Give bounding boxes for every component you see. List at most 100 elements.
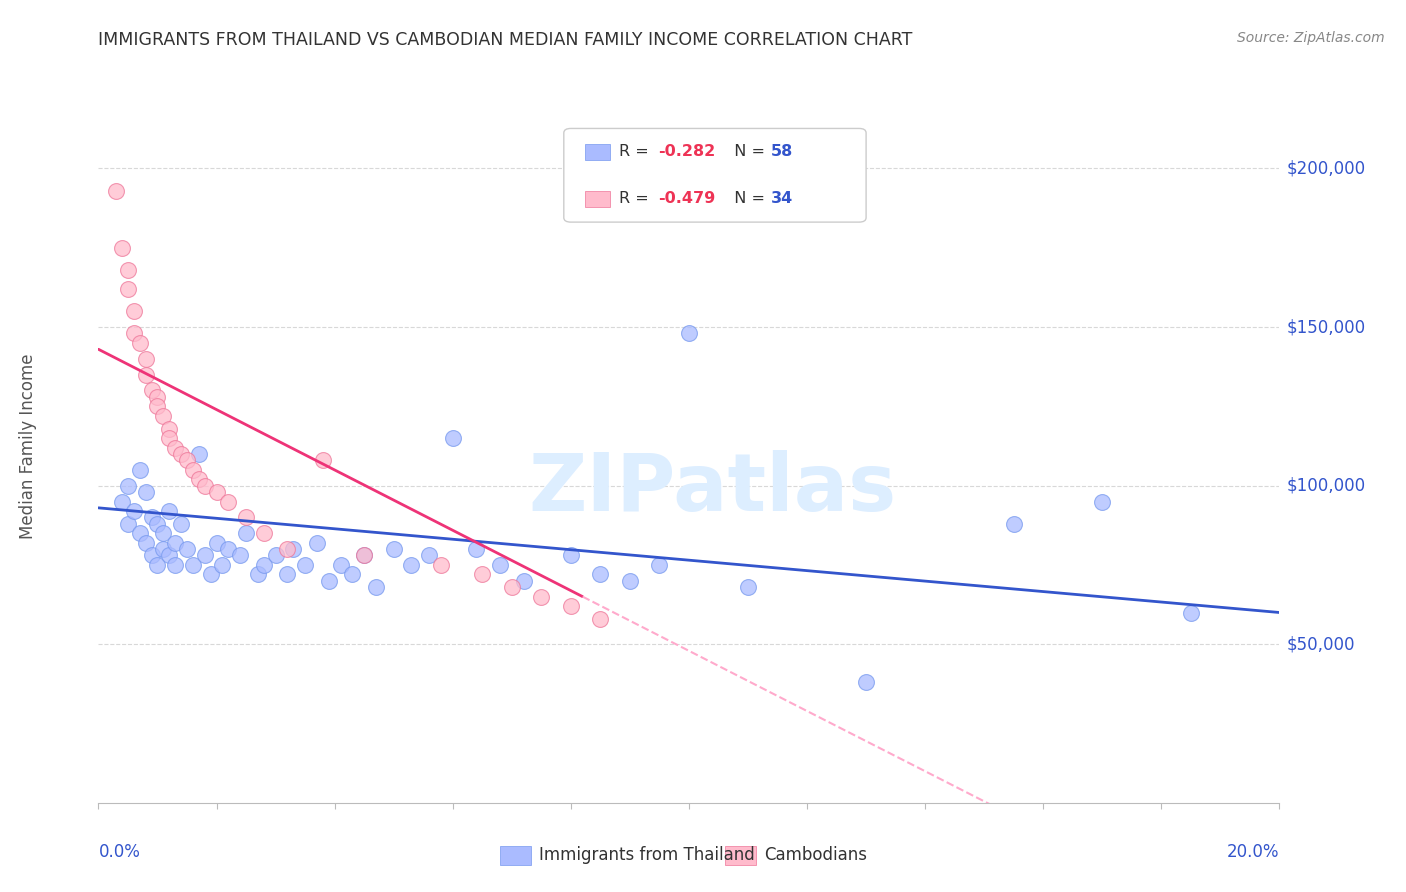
Point: [117, 263, 139, 277]
Point: [229, 549, 252, 563]
Text: IMMIGRANTS FROM THAILAND VS CAMBODIAN MEDIAN FAMILY INCOME CORRELATION CHART: IMMIGRANTS FROM THAILAND VS CAMBODIAN ME…: [98, 31, 912, 49]
Point: [530, 590, 553, 604]
Point: [418, 549, 440, 563]
Point: [441, 431, 464, 445]
Point: [157, 549, 180, 563]
Point: [465, 542, 488, 557]
Text: Source: ZipAtlas.com: Source: ZipAtlas.com: [1237, 31, 1385, 45]
Point: [135, 485, 157, 500]
Point: [401, 558, 423, 572]
Text: Cambodians: Cambodians: [765, 847, 868, 864]
Point: [157, 421, 180, 435]
Text: ZIPatlas: ZIPatlas: [529, 450, 897, 528]
Point: [128, 526, 150, 541]
Point: [181, 463, 204, 477]
Point: [589, 612, 612, 626]
Point: [353, 549, 375, 563]
Point: [560, 599, 582, 614]
Point: [1091, 494, 1114, 508]
Point: [117, 478, 139, 492]
Text: R =: R =: [619, 192, 654, 206]
Point: [128, 335, 150, 350]
Point: [1002, 516, 1025, 531]
Point: [678, 326, 700, 341]
Point: [512, 574, 534, 588]
Text: R =: R =: [619, 145, 654, 159]
Point: [353, 549, 375, 563]
Point: [146, 390, 169, 404]
Point: [276, 567, 298, 582]
Point: [342, 567, 364, 582]
Text: $150,000: $150,000: [1286, 318, 1365, 336]
Point: [205, 485, 228, 500]
Point: [122, 304, 145, 318]
Point: [135, 535, 157, 549]
Point: [283, 542, 305, 557]
Point: [382, 542, 405, 557]
Text: $100,000: $100,000: [1286, 476, 1365, 495]
Point: [205, 535, 228, 549]
Point: [117, 282, 139, 296]
Text: $50,000: $50,000: [1286, 635, 1355, 653]
Text: -0.479: -0.479: [658, 192, 716, 206]
Point: [146, 516, 169, 531]
Point: [489, 558, 512, 572]
Point: [194, 549, 217, 563]
Point: [181, 558, 204, 572]
Point: [318, 574, 340, 588]
Point: [217, 542, 239, 557]
Point: [135, 351, 157, 366]
Point: [246, 567, 269, 582]
Point: [128, 463, 150, 477]
Point: [141, 384, 163, 398]
Point: [305, 535, 328, 549]
Text: N =: N =: [724, 192, 770, 206]
Text: 34: 34: [770, 192, 793, 206]
Point: [165, 558, 187, 572]
Point: [157, 431, 180, 445]
Point: [737, 580, 759, 594]
Point: [176, 542, 198, 557]
Point: [235, 510, 257, 524]
Point: [264, 549, 287, 563]
Point: [364, 580, 387, 594]
Point: [122, 504, 145, 518]
Point: [135, 368, 157, 382]
Text: 20.0%: 20.0%: [1227, 843, 1279, 861]
Point: [146, 558, 169, 572]
Point: [141, 510, 163, 524]
Point: [176, 453, 198, 467]
Text: 0.0%: 0.0%: [98, 843, 141, 861]
Point: [187, 447, 209, 461]
Point: [152, 409, 174, 423]
Point: [312, 453, 335, 467]
Point: [235, 526, 257, 541]
Text: $200,000: $200,000: [1286, 160, 1365, 178]
Point: [200, 567, 222, 582]
Text: N =: N =: [724, 145, 770, 159]
Point: [253, 558, 276, 572]
Point: [329, 558, 352, 572]
Point: [253, 526, 276, 541]
Point: [111, 494, 134, 508]
Text: Immigrants from Thailand: Immigrants from Thailand: [540, 847, 755, 864]
Point: [152, 526, 174, 541]
Point: [648, 558, 671, 572]
Point: [211, 558, 233, 572]
Point: [501, 580, 523, 594]
Point: [619, 574, 641, 588]
Point: [141, 549, 163, 563]
Text: 58: 58: [770, 145, 793, 159]
Point: [560, 549, 582, 563]
Point: [294, 558, 316, 572]
Point: [165, 535, 187, 549]
Point: [471, 567, 494, 582]
Text: -0.282: -0.282: [658, 145, 716, 159]
Point: [117, 516, 139, 531]
Point: [157, 504, 180, 518]
Point: [165, 441, 187, 455]
Point: [1180, 606, 1202, 620]
Point: [430, 558, 453, 572]
Point: [105, 184, 128, 198]
Point: [194, 478, 217, 492]
